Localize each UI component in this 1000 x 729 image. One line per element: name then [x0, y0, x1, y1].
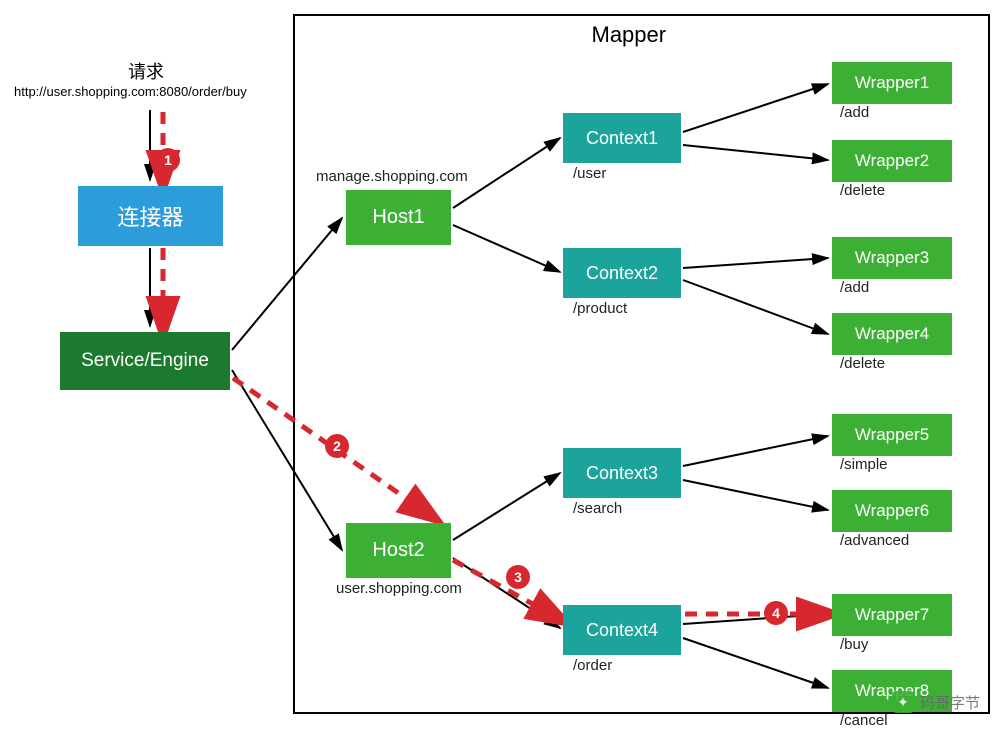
wrapper2-sublabel: /delete: [840, 182, 885, 199]
wrapper3-node: Wrapper3: [832, 237, 952, 279]
step-badge-2: 2: [325, 434, 349, 458]
wechat-icon: ✦: [892, 691, 914, 713]
wrapper1-sublabel: /add: [840, 104, 869, 121]
host1-node: Host1: [346, 190, 451, 245]
watermark-text: 码哥字节: [920, 692, 980, 713]
step-badge-1: 1: [156, 148, 180, 172]
wrapper1-node: Wrapper1: [832, 62, 952, 104]
connector-node: 连接器: [78, 186, 223, 246]
wrapper8-sublabel: /cancel: [840, 712, 888, 729]
diagram-canvas: Mapper 请求 http://user.shopping.com:8080/…: [0, 0, 1000, 728]
context4-node: Context4: [563, 605, 681, 655]
wrapper3-sublabel: /add: [840, 279, 869, 296]
context3-sublabel: /search: [573, 500, 622, 517]
wrapper4-node: Wrapper4: [832, 313, 952, 355]
wrapper5-sublabel: /simple: [840, 456, 888, 473]
service-engine-node: Service/Engine: [60, 332, 230, 390]
context4-sublabel: /order: [573, 657, 612, 674]
host1-sublabel: manage.shopping.com: [316, 168, 468, 185]
wrapper7-sublabel: /buy: [840, 636, 868, 653]
context2-sublabel: /product: [573, 300, 627, 317]
host2-node: Host2: [346, 523, 451, 578]
context1-sublabel: /user: [573, 165, 606, 182]
request-url: http://user.shopping.com:8080/order/buy: [14, 84, 247, 99]
watermark: ✦ 码哥字节: [892, 691, 980, 713]
wrapper4-sublabel: /delete: [840, 355, 885, 372]
wrapper5-node: Wrapper5: [832, 414, 952, 456]
wrapper6-node: Wrapper6: [832, 490, 952, 532]
host2-sublabel: user.shopping.com: [336, 580, 462, 597]
context1-node: Context1: [563, 113, 681, 163]
request-title: 请求: [128, 58, 164, 84]
wrapper2-node: Wrapper2: [832, 140, 952, 182]
context2-node: Context2: [563, 248, 681, 298]
wrapper6-sublabel: /advanced: [840, 532, 909, 549]
mapper-title: Mapper: [592, 22, 667, 48]
context3-node: Context3: [563, 448, 681, 498]
wrapper7-node: Wrapper7: [832, 594, 952, 636]
step-badge-4: 4: [764, 601, 788, 625]
step-badge-3: 3: [506, 565, 530, 589]
